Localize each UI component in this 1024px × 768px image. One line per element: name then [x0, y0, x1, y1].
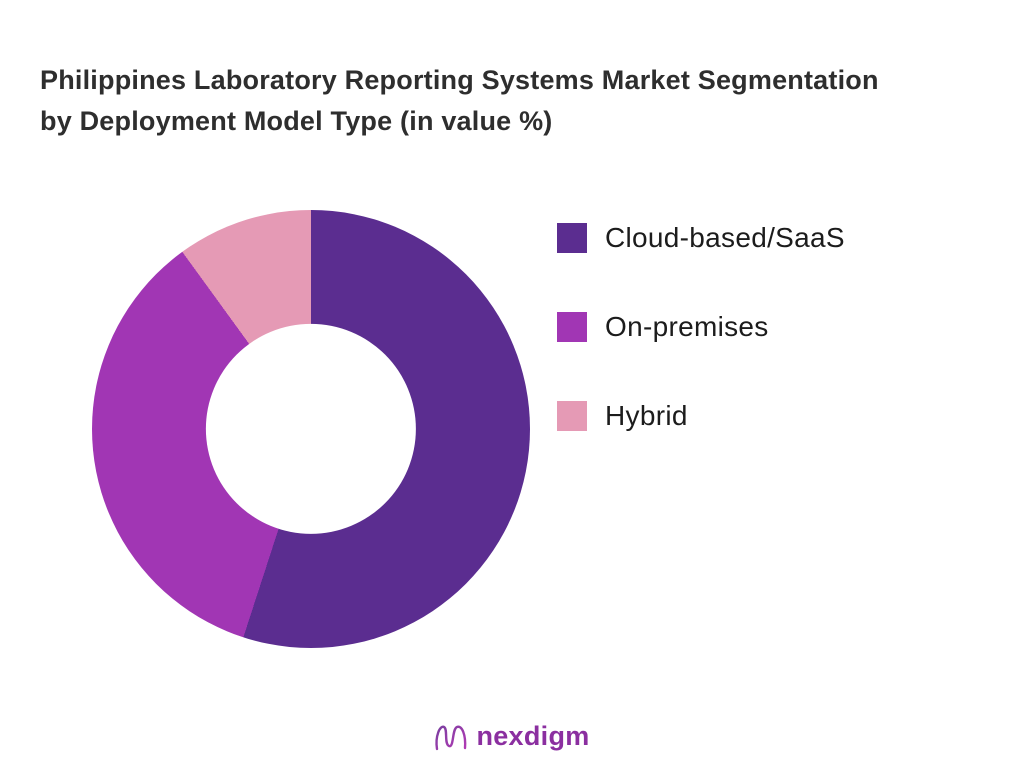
chart-legend: Cloud-based/SaaS On-premises Hybrid [557, 222, 845, 432]
legend-swatch-hybrid [557, 401, 587, 431]
legend-swatch-cloud-based-saas [557, 223, 587, 253]
donut-chart [92, 210, 530, 648]
legend-item-cloud-based-saas: Cloud-based/SaaS [557, 222, 845, 254]
donut-chart-hole [205, 323, 417, 535]
legend-label-cloud-based-saas: Cloud-based/SaaS [605, 222, 845, 253]
legend-swatch-on-premises [557, 312, 587, 342]
legend-item-hybrid: Hybrid [557, 400, 845, 432]
legend-item-on-premises: On-premises [557, 311, 845, 343]
brand-name: nexdigm [476, 721, 590, 751]
legend-label-hybrid: Hybrid [605, 400, 688, 431]
footer-brand: nexdigm [0, 721, 1024, 752]
nexdigm-wave-icon [434, 722, 468, 752]
chart-title-line-2: by Deployment Model Type (in value %) [40, 106, 553, 136]
chart-title: Philippines Laboratory Reporting Systems… [40, 60, 879, 142]
legend-label-on-premises: On-premises [605, 311, 769, 342]
chart-title-line-1: Philippines Laboratory Reporting Systems… [40, 65, 879, 95]
